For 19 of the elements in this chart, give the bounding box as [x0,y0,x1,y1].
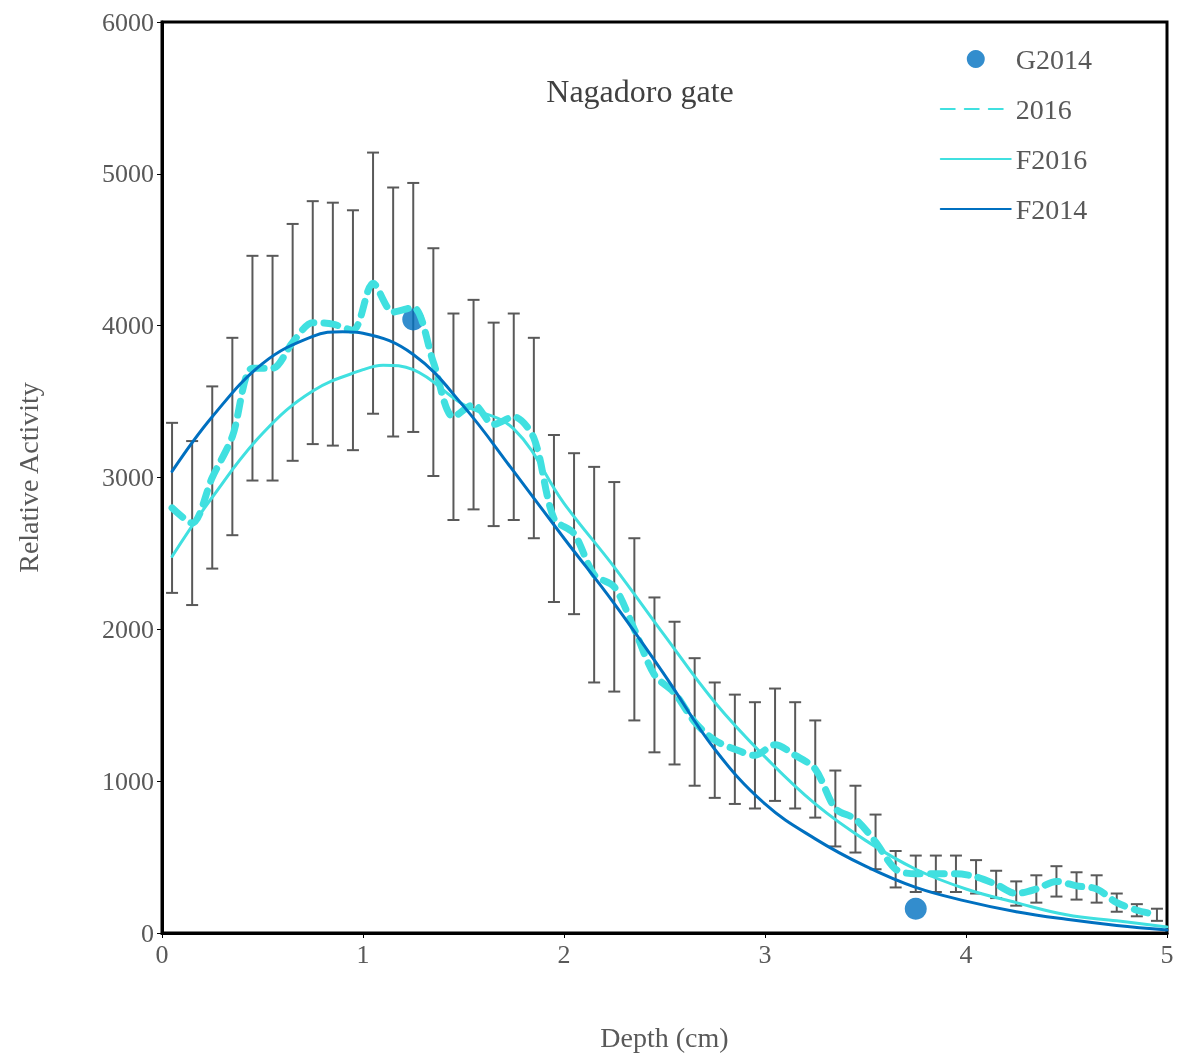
y-tick-label: 3000 [102,463,154,492]
x-tick-label: 3 [758,939,772,969]
y-tick-label: 6000 [102,7,154,37]
legend-label: G2014 [1015,43,1093,75]
x-tick-label: 5 [1160,939,1174,969]
x-axis-title: Depth (cm) [600,1021,729,1053]
text: Nagadoro gate [546,73,734,109]
legend-label: F2016 [1015,143,1088,175]
y-tick-label: 5000 [102,159,154,189]
y-tick-label: 1000 [102,766,154,796]
legend-label: F2014 [1015,193,1088,225]
x-tick-label: 4 [959,939,973,969]
y-axis-title: Relative Activity [12,382,44,573]
y-tick-label: 4000 [102,311,154,341]
x-tick-label: 2 [557,939,571,969]
y-tick-label: 0 [141,918,154,948]
legend-label: 2016 [1015,93,1072,125]
y-tick-label: 2000 [102,614,154,644]
x-tick-label: 1 [356,939,370,969]
